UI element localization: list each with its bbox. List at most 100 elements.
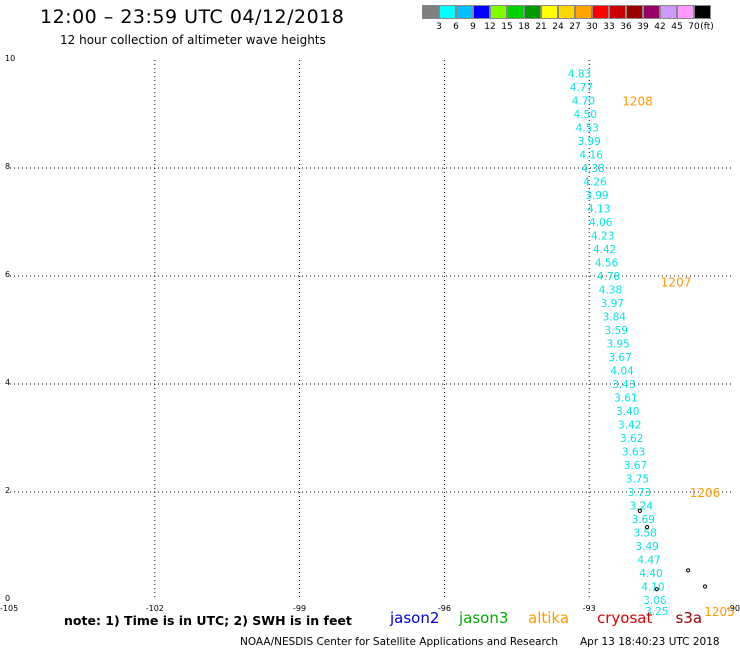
wave-height-label: 4.78: [597, 271, 620, 283]
x-tick-label: -99: [293, 604, 306, 613]
color-scale-label: 45: [671, 22, 683, 32]
wave-height-label: 3.97: [601, 298, 624, 310]
wave-height-label: 4.50: [574, 109, 597, 121]
wave-height-label: 4.56: [595, 258, 619, 270]
color-swatch: [541, 5, 558, 19]
wave-height-label: 3.06: [643, 595, 667, 607]
track-marker: [645, 525, 650, 530]
wave-height-label: 4.06: [589, 217, 613, 229]
color-swatch: [677, 5, 694, 19]
track-marker: [637, 508, 642, 513]
wave-height-label: 4.10: [641, 582, 664, 594]
satellite-legend-item: cryosat: [597, 609, 653, 627]
wave-height-label: 4.13: [587, 204, 610, 216]
credit-text: NOAA/NESDIS Center for Satellite Applica…: [240, 636, 558, 648]
color-swatch: [490, 5, 507, 19]
y-tick-label: 8: [5, 162, 10, 171]
time-label: 1207: [661, 275, 692, 289]
x-tick-label: -96: [438, 604, 451, 613]
wave-height-label: 3.67: [608, 352, 631, 364]
wave-height-label: 4.42: [593, 244, 616, 256]
color-swatch: [626, 5, 643, 19]
color-swatch: [422, 5, 439, 19]
color-scale-label: 42: [654, 22, 666, 32]
color-swatch: [507, 5, 524, 19]
wave-height-label: 3.24: [630, 501, 654, 513]
x-tick-label: -102: [146, 604, 164, 613]
satellite-legend-item: s3a: [675, 609, 703, 627]
color-swatch: [524, 5, 541, 19]
wave-height-label: 3.63: [622, 447, 645, 459]
color-swatch: [643, 5, 660, 19]
wave-height-label: 3.67: [624, 460, 647, 472]
page-subtitle: 12 hour collection of altimeter wave hei…: [60, 33, 326, 47]
wave-height-label: 3.62: [620, 433, 643, 445]
wave-height-label: 3.42: [618, 420, 641, 432]
wave-height-label: 3.75: [626, 474, 649, 486]
color-scale-label: 24: [552, 22, 564, 32]
track-marker: [654, 587, 659, 592]
wave-height-label: 4.26: [583, 177, 607, 189]
wave-height-label: 3.59: [605, 325, 628, 337]
color-swatch: [456, 5, 473, 19]
color-scale-label: 30: [586, 22, 598, 32]
track-marker: [686, 568, 691, 573]
wave-height-label: 4.53: [576, 123, 599, 135]
color-scale-label: 18: [518, 22, 530, 32]
time-label: 1208: [622, 95, 653, 109]
color-swatch: [592, 5, 609, 19]
y-tick-label: 2: [5, 486, 10, 495]
wave-height-label: 4.38: [599, 285, 622, 297]
color-scale-label: 15: [501, 22, 513, 32]
color-swatch: [558, 5, 575, 19]
y-tick-label: 6: [5, 270, 10, 279]
wave-height-label: 3.40: [616, 406, 639, 418]
wave-height-label: 3.25: [645, 606, 668, 618]
color-scale-label: 39: [637, 22, 649, 32]
color-swatch: [439, 5, 456, 19]
y-tick-label: 0: [5, 594, 10, 603]
wave-height-label: 4.70: [572, 96, 595, 108]
wave-height-label: 3.73: [628, 487, 651, 499]
time-label: 1206: [690, 486, 721, 500]
color-scale-label: 33: [603, 22, 615, 32]
wave-height-label: 4.16: [579, 150, 603, 162]
color-scale-label: 70: [688, 22, 700, 32]
color-scale-label: 9: [470, 22, 476, 32]
wave-height-label: 3.99: [585, 190, 608, 202]
wave-height-label: 4.23: [591, 231, 614, 243]
color-scale-label: 27: [569, 22, 581, 32]
satellite-legend-item: jason2: [390, 609, 440, 627]
x-tick-label: -93: [583, 604, 596, 613]
wave-height-label: 3.69: [632, 514, 655, 526]
time-label: 1205: [704, 605, 735, 619]
wave-height-label: 3.43: [612, 379, 635, 391]
wave-height-label: 4.38: [581, 163, 604, 175]
color-scale-label: 12: [484, 22, 496, 32]
x-tick-label: -90: [727, 604, 740, 613]
wave-height-label: 3.99: [578, 136, 601, 148]
color-swatch: [575, 5, 592, 19]
footer-note: note: 1) Time is in UTC; 2) SWH is in fe…: [64, 613, 352, 628]
generated-timestamp: Apr 13 18:40:23 UTC 2018: [580, 636, 720, 648]
x-tick-label: -105: [0, 604, 18, 613]
color-scale-label: 36: [620, 22, 632, 32]
wave-height-label: 3.49: [635, 541, 658, 553]
track-marker: [702, 584, 708, 589]
color-scale-label: 3: [436, 22, 442, 32]
wave-height-label: 3.95: [606, 339, 629, 351]
color-swatch: [473, 5, 490, 19]
wave-height-label: 4.04: [610, 366, 634, 378]
wave-height-label: 3.61: [614, 393, 637, 405]
color-scale-label: 6: [453, 22, 459, 32]
page-title: 12:00 – 23:59 UTC 04/12/2018: [40, 6, 345, 28]
y-tick-label: 10: [5, 54, 15, 63]
wave-height-label: 4.77: [570, 82, 593, 94]
color-scale-label: 21: [535, 22, 547, 32]
y-tick-label: 4: [5, 378, 10, 387]
wave-height-label: 4.83: [568, 69, 591, 81]
wave-height-label: 4.47: [637, 555, 660, 567]
wave-height-label: 4.40: [639, 568, 662, 580]
satellite-legend-item: jason3: [459, 609, 509, 627]
